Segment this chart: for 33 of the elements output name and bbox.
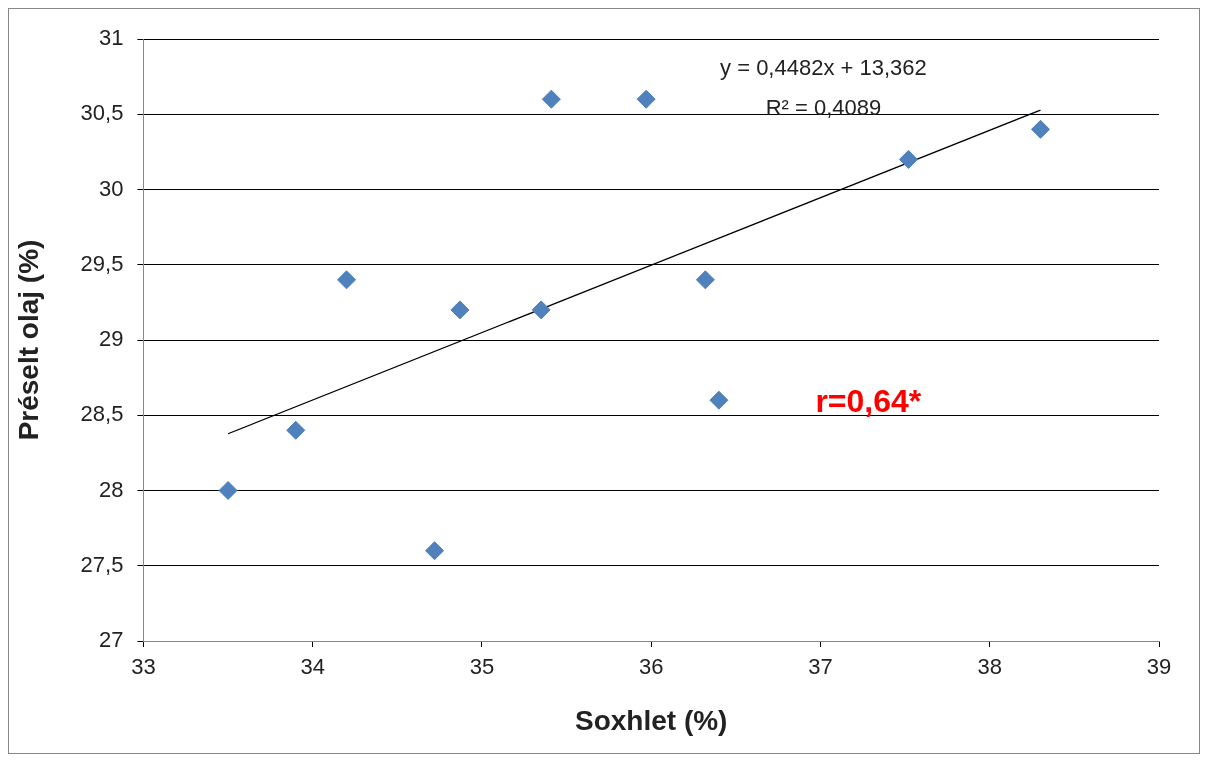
x-tick-label: 36: [638, 654, 664, 680]
y-axis-title: Préselt olaj (%): [12, 239, 44, 441]
x-tick-label: 33: [131, 654, 156, 680]
y-tick-label: 31: [98, 25, 124, 51]
x-tick-label: 39: [1146, 654, 1172, 680]
point: [695, 270, 715, 290]
y-tick-label: 27,5: [80, 551, 124, 577]
annotation: y = 0,4482x + 13,362: [720, 55, 927, 81]
y-tick-label: 30: [98, 175, 124, 201]
point: [425, 541, 445, 561]
point: [450, 300, 470, 320]
point: [337, 270, 357, 290]
annotation: r=0,64*: [815, 382, 922, 419]
x-axis-title: Soxhlet (%): [574, 704, 728, 736]
x-tick-label: 35: [469, 654, 495, 680]
y-tick-label: 29: [98, 326, 124, 352]
point: [636, 89, 656, 109]
y-tick-label: 28,5: [80, 401, 124, 427]
point: [218, 481, 238, 500]
x-tick-label: 38: [977, 654, 1002, 680]
y-tick-label: 29,5: [80, 250, 124, 276]
x-tick-label: 34: [300, 654, 325, 680]
point: [1031, 119, 1051, 139]
y-tick-label: 30,5: [80, 100, 124, 126]
x-tick-label: 37: [808, 654, 833, 680]
y-tick-label: 27: [98, 627, 124, 653]
point: [531, 300, 551, 320]
point: [286, 420, 306, 440]
point: [898, 149, 918, 169]
y-tick-label: 28: [98, 476, 124, 502]
point: [709, 390, 729, 410]
point: [541, 89, 561, 109]
annotation: R² = 0,4089: [765, 95, 882, 121]
